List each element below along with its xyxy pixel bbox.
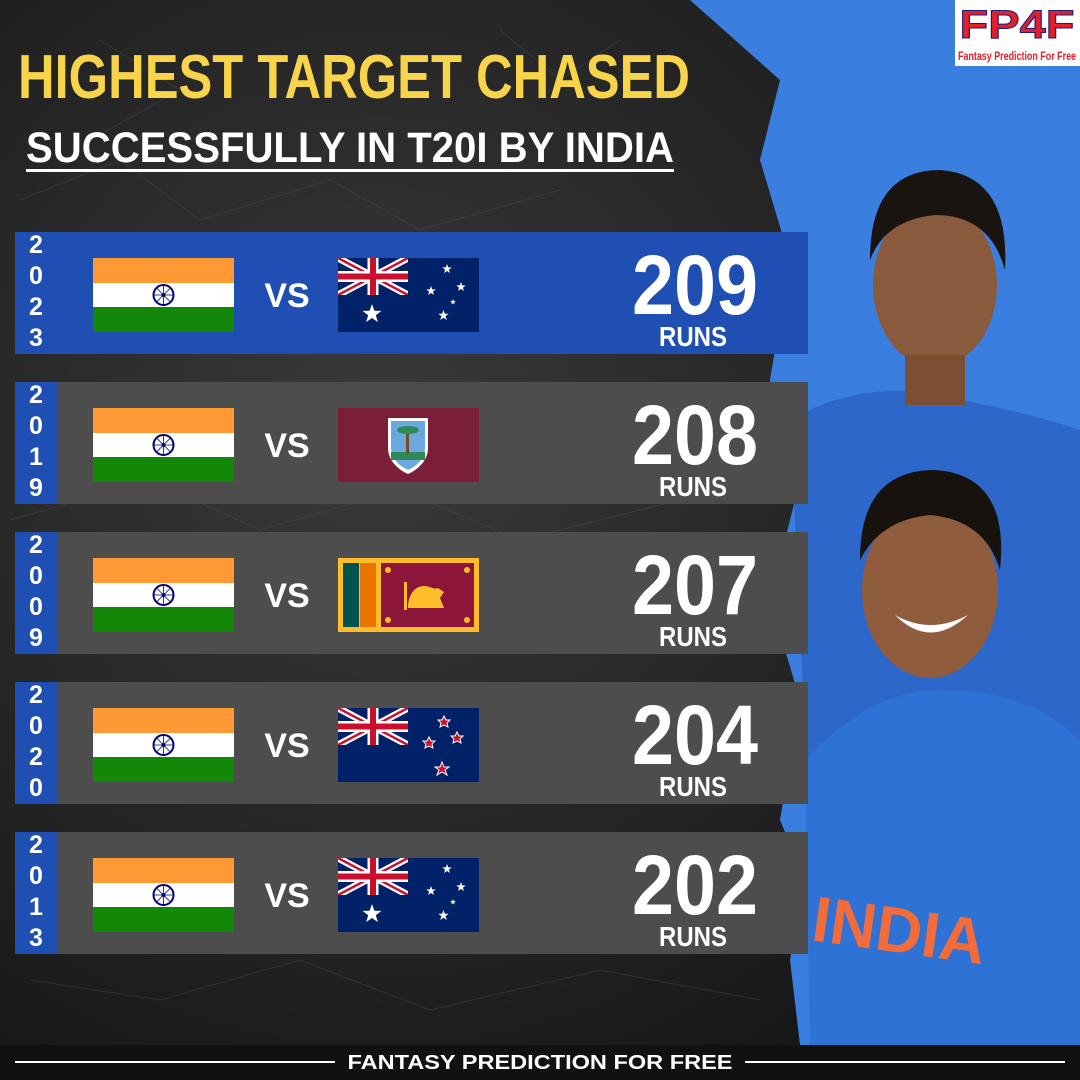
runs: 204: [632, 688, 758, 782]
year-strip: [15, 832, 57, 954]
flag-india: [93, 558, 234, 632]
flag-opponent: [338, 558, 479, 632]
runs-unit: RUNS: [659, 621, 727, 652]
flag-india: [93, 858, 234, 932]
vs-label: VS: [264, 427, 309, 465]
vs-label: VS: [264, 277, 309, 315]
runs: 208: [632, 388, 758, 482]
footer-rule: [745, 1061, 1065, 1063]
flag-india: [93, 708, 234, 782]
footer-rule: [15, 1061, 335, 1063]
year: 2013: [22, 831, 50, 955]
year: 2023: [22, 231, 50, 355]
vs-label: VS: [264, 577, 309, 615]
year: 2019: [22, 381, 50, 505]
logo-mark: FP4F: [960, 3, 1075, 47]
flag-india: [93, 258, 234, 332]
vs-label: VS: [264, 727, 309, 765]
flag-opponent: [338, 408, 479, 482]
vs-label: VS: [264, 877, 309, 915]
year-strip: [15, 232, 57, 354]
subtitle: SUCCESSFULLY IN T20I BY INDIA: [26, 124, 674, 172]
runs-unit: RUNS: [659, 321, 727, 352]
flag-india: [93, 408, 234, 482]
year-strip: [15, 682, 57, 804]
flag-opponent: [338, 258, 479, 332]
logo-tagline: Fantasy Prediction For Free: [958, 49, 1076, 63]
footer-text: FANTASY PREDICTION FOR FREE: [348, 1052, 733, 1074]
flag-opponent: [338, 858, 479, 932]
player-photo: INDIA: [790, 170, 1080, 1046]
runs-unit: RUNS: [659, 471, 727, 502]
runs-unit: RUNS: [659, 921, 727, 952]
year: 2009: [22, 531, 50, 655]
year: 2020: [22, 681, 50, 805]
runs-unit: RUNS: [659, 771, 727, 802]
year-strip: [15, 532, 57, 654]
year-strip: [15, 382, 57, 504]
runs: 207: [632, 538, 758, 632]
logo: FP4F Fantasy Prediction For Free: [955, 0, 1080, 66]
runs: 202: [632, 838, 758, 932]
flag-opponent: [338, 708, 479, 782]
runs: 209: [632, 238, 758, 332]
subtitle-underline: [26, 169, 674, 172]
title: HIGHEST TARGET CHASED: [18, 43, 690, 112]
